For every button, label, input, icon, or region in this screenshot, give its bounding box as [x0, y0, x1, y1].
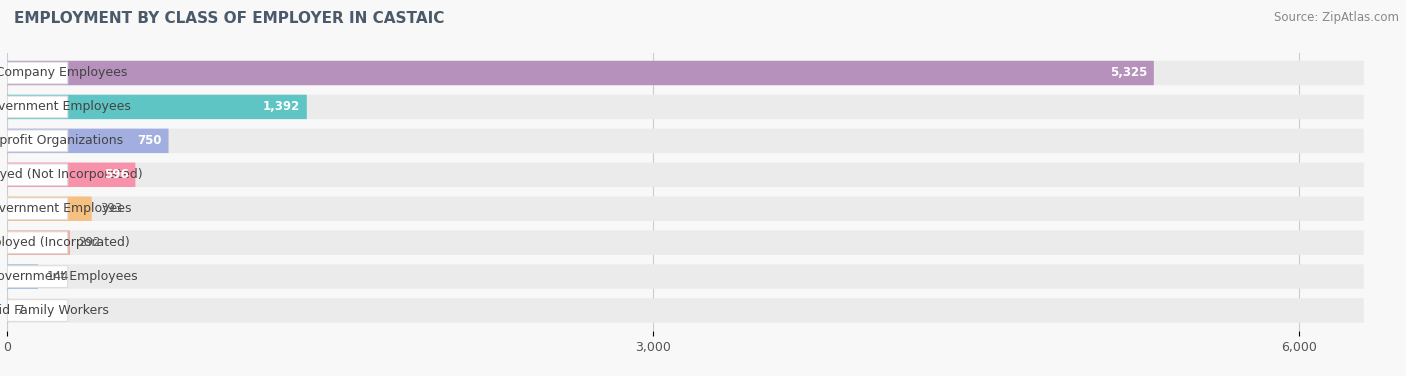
- FancyBboxPatch shape: [7, 264, 38, 289]
- FancyBboxPatch shape: [7, 232, 67, 253]
- Text: Source: ZipAtlas.com: Source: ZipAtlas.com: [1274, 11, 1399, 24]
- FancyBboxPatch shape: [7, 197, 91, 221]
- FancyBboxPatch shape: [7, 129, 1364, 153]
- FancyBboxPatch shape: [7, 230, 70, 255]
- FancyBboxPatch shape: [7, 198, 67, 220]
- FancyBboxPatch shape: [7, 96, 67, 118]
- Text: Private Company Employees: Private Company Employees: [0, 67, 128, 79]
- Text: 292: 292: [79, 236, 101, 249]
- FancyBboxPatch shape: [7, 298, 8, 323]
- Text: 1,392: 1,392: [263, 100, 301, 114]
- Text: Local Government Employees: Local Government Employees: [0, 100, 131, 114]
- Text: Self-Employed (Not Incorporated): Self-Employed (Not Incorporated): [0, 168, 142, 181]
- Text: 750: 750: [138, 134, 162, 147]
- FancyBboxPatch shape: [7, 300, 67, 321]
- Text: 144: 144: [46, 270, 69, 283]
- FancyBboxPatch shape: [7, 62, 67, 84]
- FancyBboxPatch shape: [7, 266, 67, 287]
- FancyBboxPatch shape: [7, 95, 1364, 119]
- FancyBboxPatch shape: [7, 162, 135, 187]
- FancyBboxPatch shape: [7, 129, 169, 153]
- FancyBboxPatch shape: [7, 264, 1364, 289]
- Text: 5,325: 5,325: [1109, 67, 1147, 79]
- Text: Self-Employed (Incorporated): Self-Employed (Incorporated): [0, 236, 129, 249]
- FancyBboxPatch shape: [7, 164, 67, 186]
- FancyBboxPatch shape: [7, 95, 307, 119]
- FancyBboxPatch shape: [7, 162, 1364, 187]
- Text: Unpaid Family Workers: Unpaid Family Workers: [0, 304, 110, 317]
- Text: 393: 393: [100, 202, 122, 215]
- FancyBboxPatch shape: [7, 298, 1364, 323]
- FancyBboxPatch shape: [7, 61, 1364, 85]
- Text: 7: 7: [17, 304, 25, 317]
- FancyBboxPatch shape: [7, 130, 67, 152]
- Text: Not-for-profit Organizations: Not-for-profit Organizations: [0, 134, 124, 147]
- Text: Federal Government Employees: Federal Government Employees: [0, 270, 138, 283]
- Text: State Government Employees: State Government Employees: [0, 202, 131, 215]
- FancyBboxPatch shape: [7, 230, 1364, 255]
- Text: 596: 596: [104, 168, 129, 181]
- FancyBboxPatch shape: [7, 197, 1364, 221]
- FancyBboxPatch shape: [7, 61, 1154, 85]
- Text: EMPLOYMENT BY CLASS OF EMPLOYER IN CASTAIC: EMPLOYMENT BY CLASS OF EMPLOYER IN CASTA…: [14, 11, 444, 26]
